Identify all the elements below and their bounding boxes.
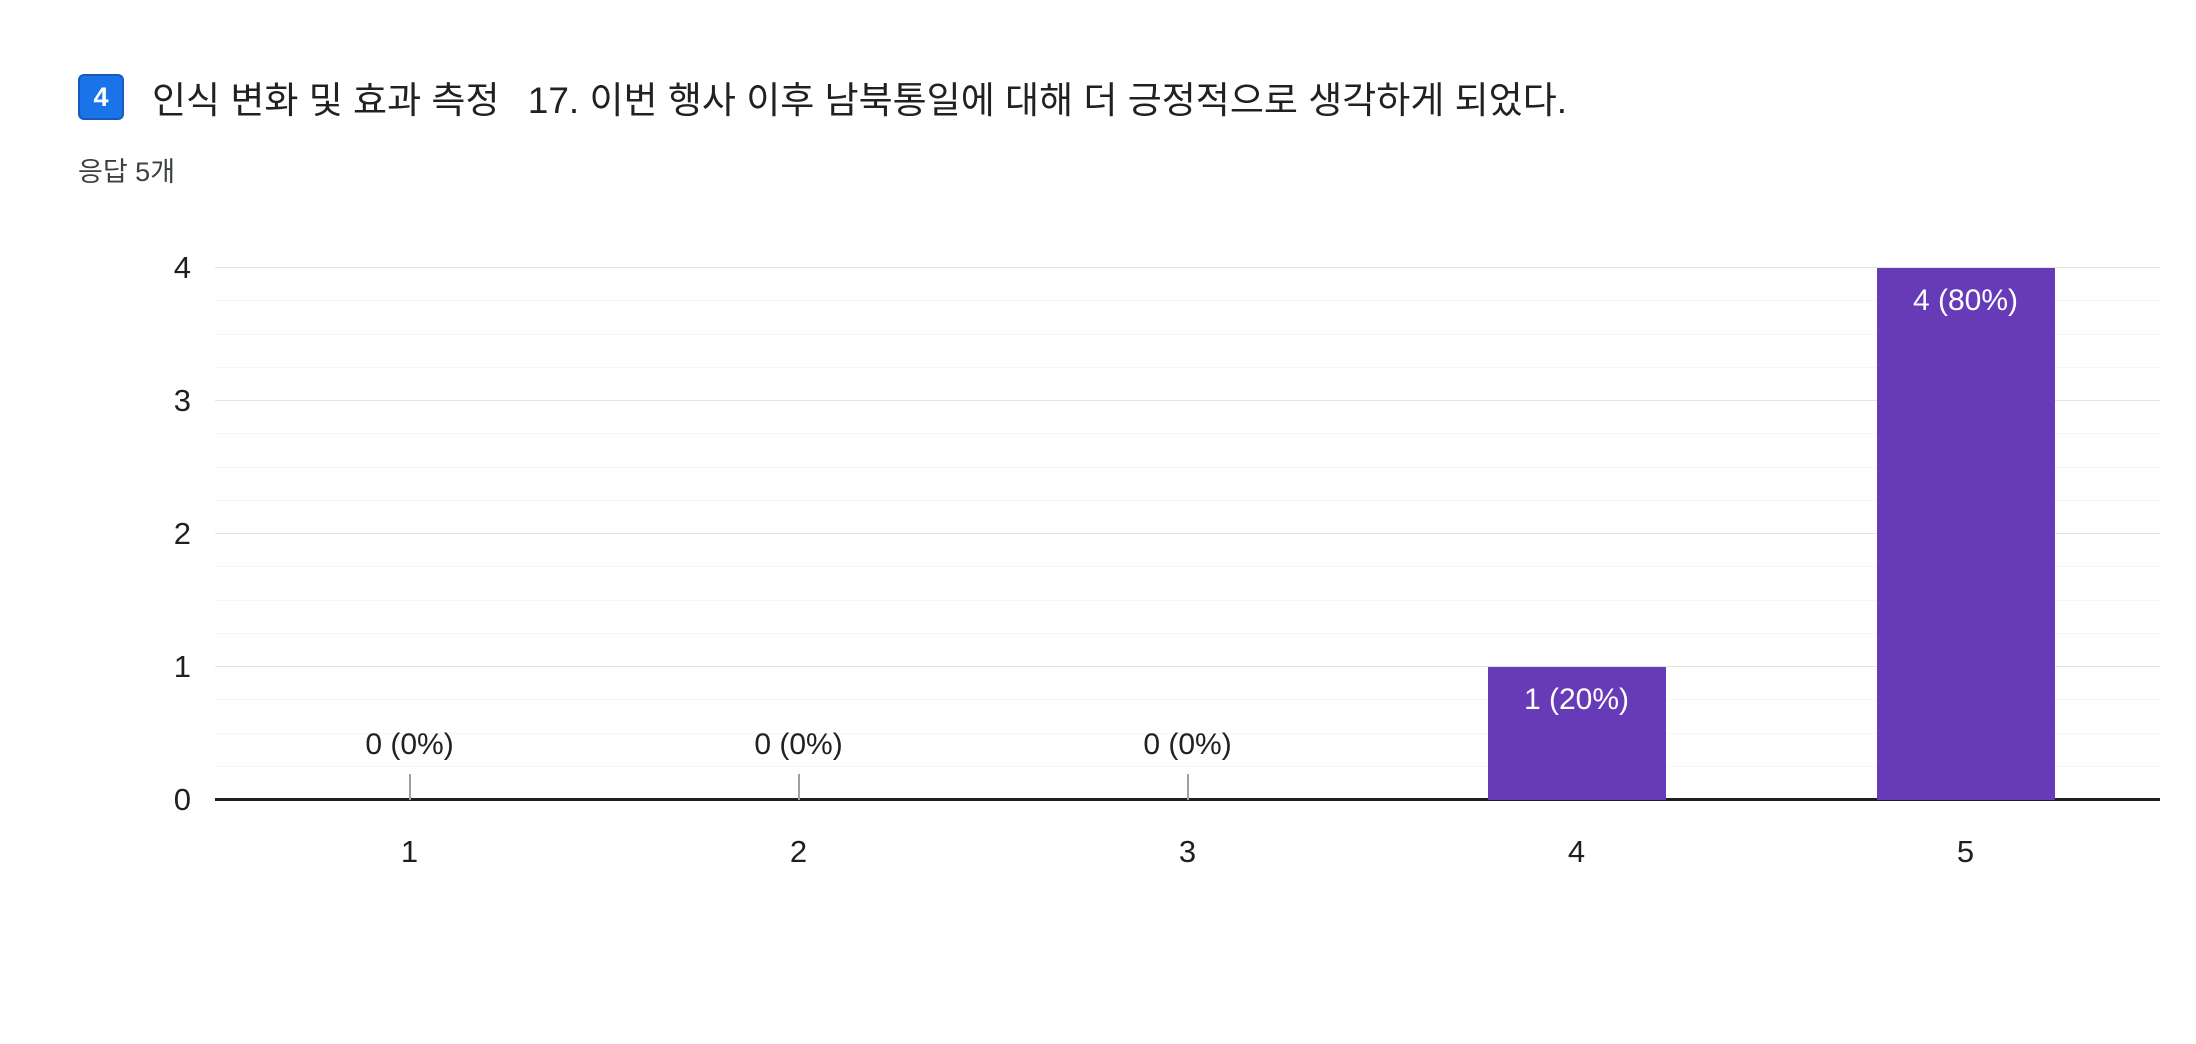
gridline-major (215, 400, 2160, 401)
gridline-major (215, 666, 2160, 667)
question-number-badge: 4 (78, 74, 124, 120)
zero-bar-tick (1186, 774, 1189, 800)
gridline-minor (215, 300, 2160, 302)
bar-value-label: 0 (0%) (754, 728, 843, 761)
x-tick-label: 5 (1956, 834, 1975, 869)
bar-value-label: 0 (0%) (365, 728, 454, 761)
question-header: 4 인식 변화 및 효과 측정 17. 이번 행사 이후 남북통일에 대해 더 … (78, 70, 1567, 189)
chart-plot-area: 0 1 2 3 4 1 0 (0%) 2 0 (0%) 3 0 (0%) 4 1 (20%) 5 4 (80… (174, 250, 2160, 869)
y-tick-label: 2 (173, 516, 191, 551)
y-tick-label: 4 (173, 250, 191, 285)
x-tick-label: 1 (400, 834, 419, 869)
x-tick-label: 3 (1178, 834, 1197, 869)
gridline-minor (215, 732, 2160, 734)
zero-bar-tick (797, 774, 800, 800)
gridline-major (215, 267, 2160, 268)
question-title-text: 17. 이번 행사 이후 남북통일에 대해 더 긍정적으로 생각하게 되었다. (527, 80, 1568, 121)
response-count: 응답 5개 (78, 157, 176, 187)
gridline-minor (215, 765, 2160, 767)
gridline-minor (215, 499, 2160, 501)
question-title: 인식 변화 및 효과 측정 17. 이번 행사 이후 남북통일에 대해 더 긍정… (152, 70, 1567, 124)
gridline-minor (215, 632, 2160, 634)
x-tick-label: 2 (789, 834, 808, 869)
gridline-major (215, 533, 2160, 534)
y-tick-label: 0 (173, 782, 191, 817)
section-title-text: 인식 변화 및 효과 측정 (152, 80, 500, 121)
bar-category-5 (1876, 268, 2055, 800)
gridline-minor (215, 366, 2160, 368)
bar-category-4 (1487, 667, 1666, 800)
bar-value-label: 0 (0%) (1143, 728, 1232, 761)
y-tick-label: 3 (173, 383, 191, 418)
question-title-row: 4 인식 변화 및 효과 측정 17. 이번 행사 이후 남북통일에 대해 더 … (78, 70, 1567, 124)
gridline-minor (215, 466, 2160, 468)
zero-bar-tick (408, 774, 411, 800)
y-tick-label: 1 (173, 649, 191, 684)
gridline-minor (215, 433, 2160, 435)
gridline-minor (215, 599, 2160, 601)
bar-value-label: 4 (80%) (1912, 284, 2019, 317)
gridline-minor (215, 333, 2160, 335)
bar-value-label: 1 (20%) (1523, 683, 1630, 716)
gridline-minor (215, 699, 2160, 701)
gridline-minor (215, 566, 2160, 568)
x-tick-label: 4 (1567, 834, 1586, 869)
